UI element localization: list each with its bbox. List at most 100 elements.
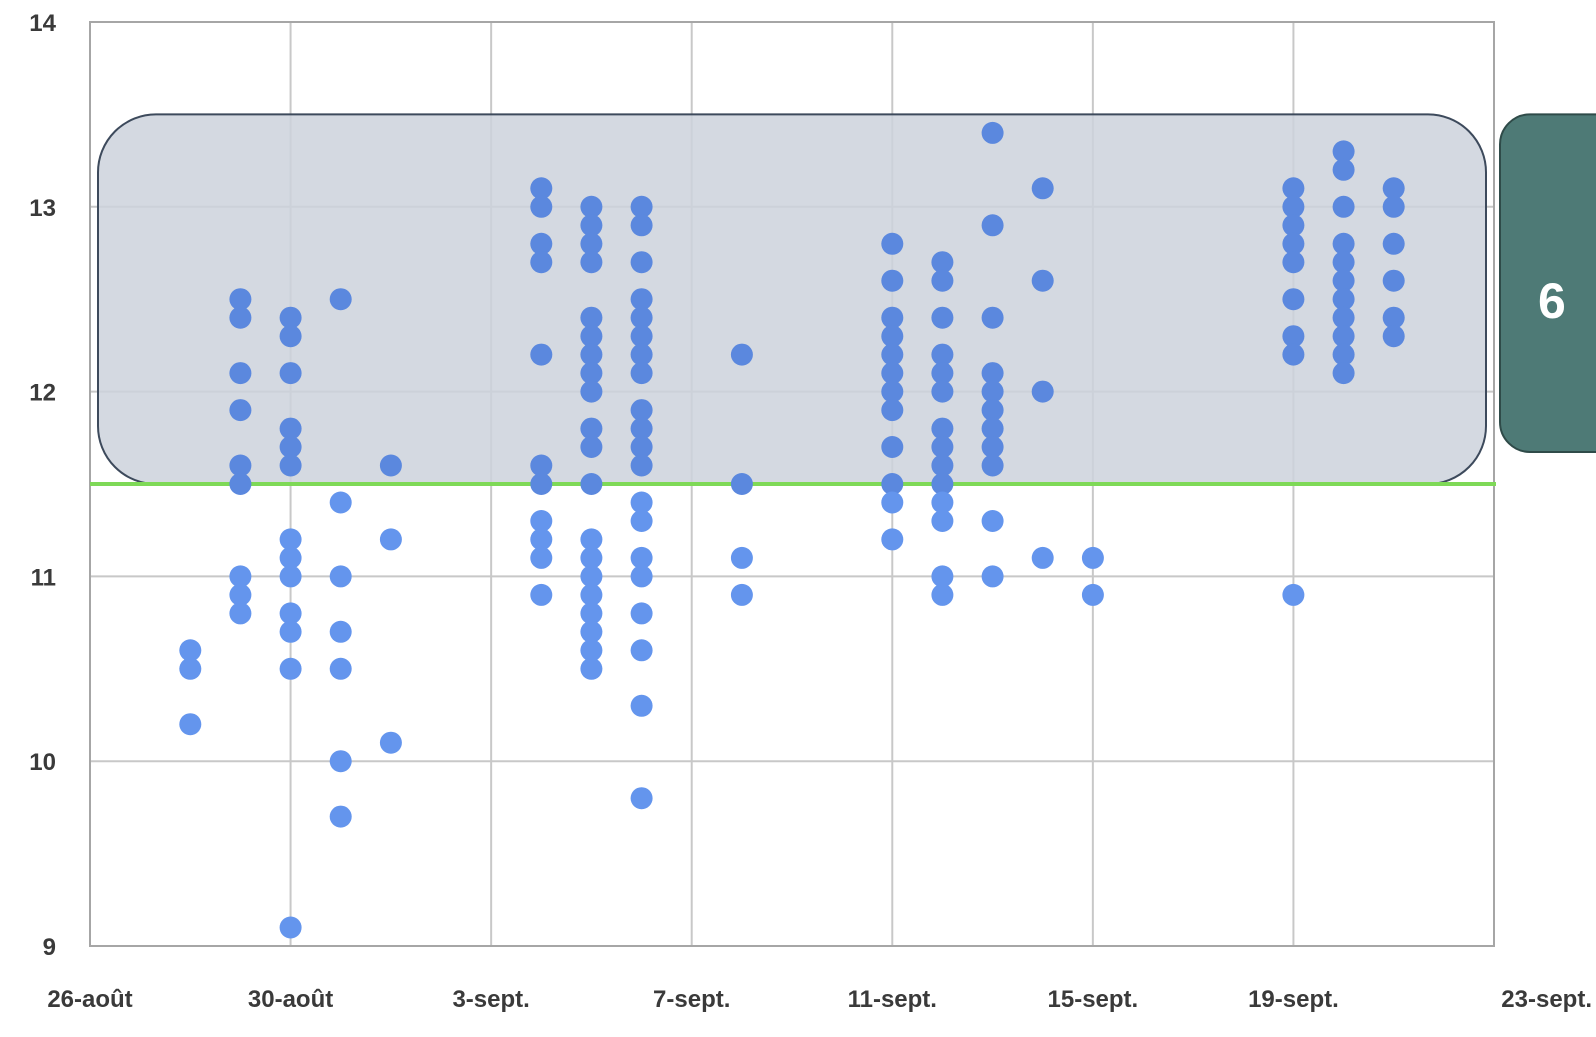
data-point [1332,288,1355,311]
data-point [931,491,954,514]
data-point [279,528,302,551]
data-point [229,399,252,422]
data-point [580,325,603,348]
data-point [1031,177,1054,200]
y-tick-label: 11 [31,564,56,591]
data-point [379,454,402,477]
data-point [630,602,653,625]
x-tick-label: 23-sept. [1501,986,1592,1013]
data-point [329,657,352,680]
data-point [931,362,954,385]
data-point [329,565,352,588]
x-tick-label: 26-août [47,986,132,1013]
data-point [580,214,603,237]
data-point [931,306,954,329]
data-point [630,491,653,514]
data-point [1031,269,1054,292]
data-point [881,436,904,458]
data-point [881,473,904,495]
data-point [931,510,954,532]
data-point [329,805,352,828]
data-point [1382,177,1405,200]
data-point [530,583,553,606]
y-tick-label: 12 [29,380,56,407]
data-point [580,546,603,569]
data-point [580,620,603,643]
data-point [1282,251,1305,274]
data-point [881,325,904,348]
data-point [931,380,954,403]
data-point [1332,362,1355,385]
data-point [630,510,653,532]
data-point [630,639,653,662]
data-point [1332,140,1355,163]
data-point [279,325,302,348]
data-point [229,473,252,495]
data-point [179,657,202,680]
data-point [580,362,603,385]
data-point [279,454,302,477]
data-point [730,546,753,569]
data-point [580,251,603,274]
data-point [981,510,1004,532]
data-point [981,380,1004,403]
data-point [279,620,302,643]
data-point [580,380,603,403]
data-point [630,399,653,422]
data-point [1382,232,1405,255]
data-point [580,417,603,440]
x-axis-ticks: 26-août 30-août 3-sept. 7-sept. 11-sept. 15-s… [47,986,1592,1013]
data-point [981,214,1004,237]
data-point [630,306,653,329]
data-point [530,343,553,366]
data-point [630,251,653,274]
data-point [1081,583,1104,606]
data-point [279,362,302,385]
y-tick-label: 10 [29,749,56,776]
data-point [329,750,352,773]
data-point [881,528,904,551]
callout-box: 6 [1499,113,1596,453]
data-point [730,343,753,366]
data-point [881,343,904,366]
x-tick-label: 11-sept. [848,986,937,1013]
data-point [379,528,402,551]
data-point [1332,269,1355,292]
data-point [630,787,653,810]
data-point [981,306,1004,329]
data-point [229,583,252,606]
data-point [279,546,302,569]
data-point [630,195,653,218]
data-point [630,454,653,477]
data-point [1382,195,1405,218]
data-point [179,713,202,736]
data-point [530,251,553,274]
data-point [580,639,603,662]
data-point [179,639,202,662]
data-point [630,362,653,385]
y-tick-label: 9 [43,934,56,961]
data-point [630,565,653,588]
data-point [229,306,252,329]
data-point [1382,325,1405,348]
data-point [981,121,1004,144]
y-tick-label: 13 [29,195,56,222]
data-point [881,306,904,329]
data-point [530,510,553,532]
data-point [881,491,904,514]
data-point [630,417,653,440]
data-point [630,288,653,311]
data-point [580,343,603,366]
data-point [530,177,553,200]
highlight-band [97,113,1487,486]
data-point [279,916,302,939]
data-point [730,583,753,606]
data-point [630,325,653,348]
data-point [931,343,954,366]
data-point [1282,232,1305,255]
data-point [279,565,302,588]
data-point [530,546,553,569]
data-point [981,399,1004,422]
data-point [1031,380,1054,403]
